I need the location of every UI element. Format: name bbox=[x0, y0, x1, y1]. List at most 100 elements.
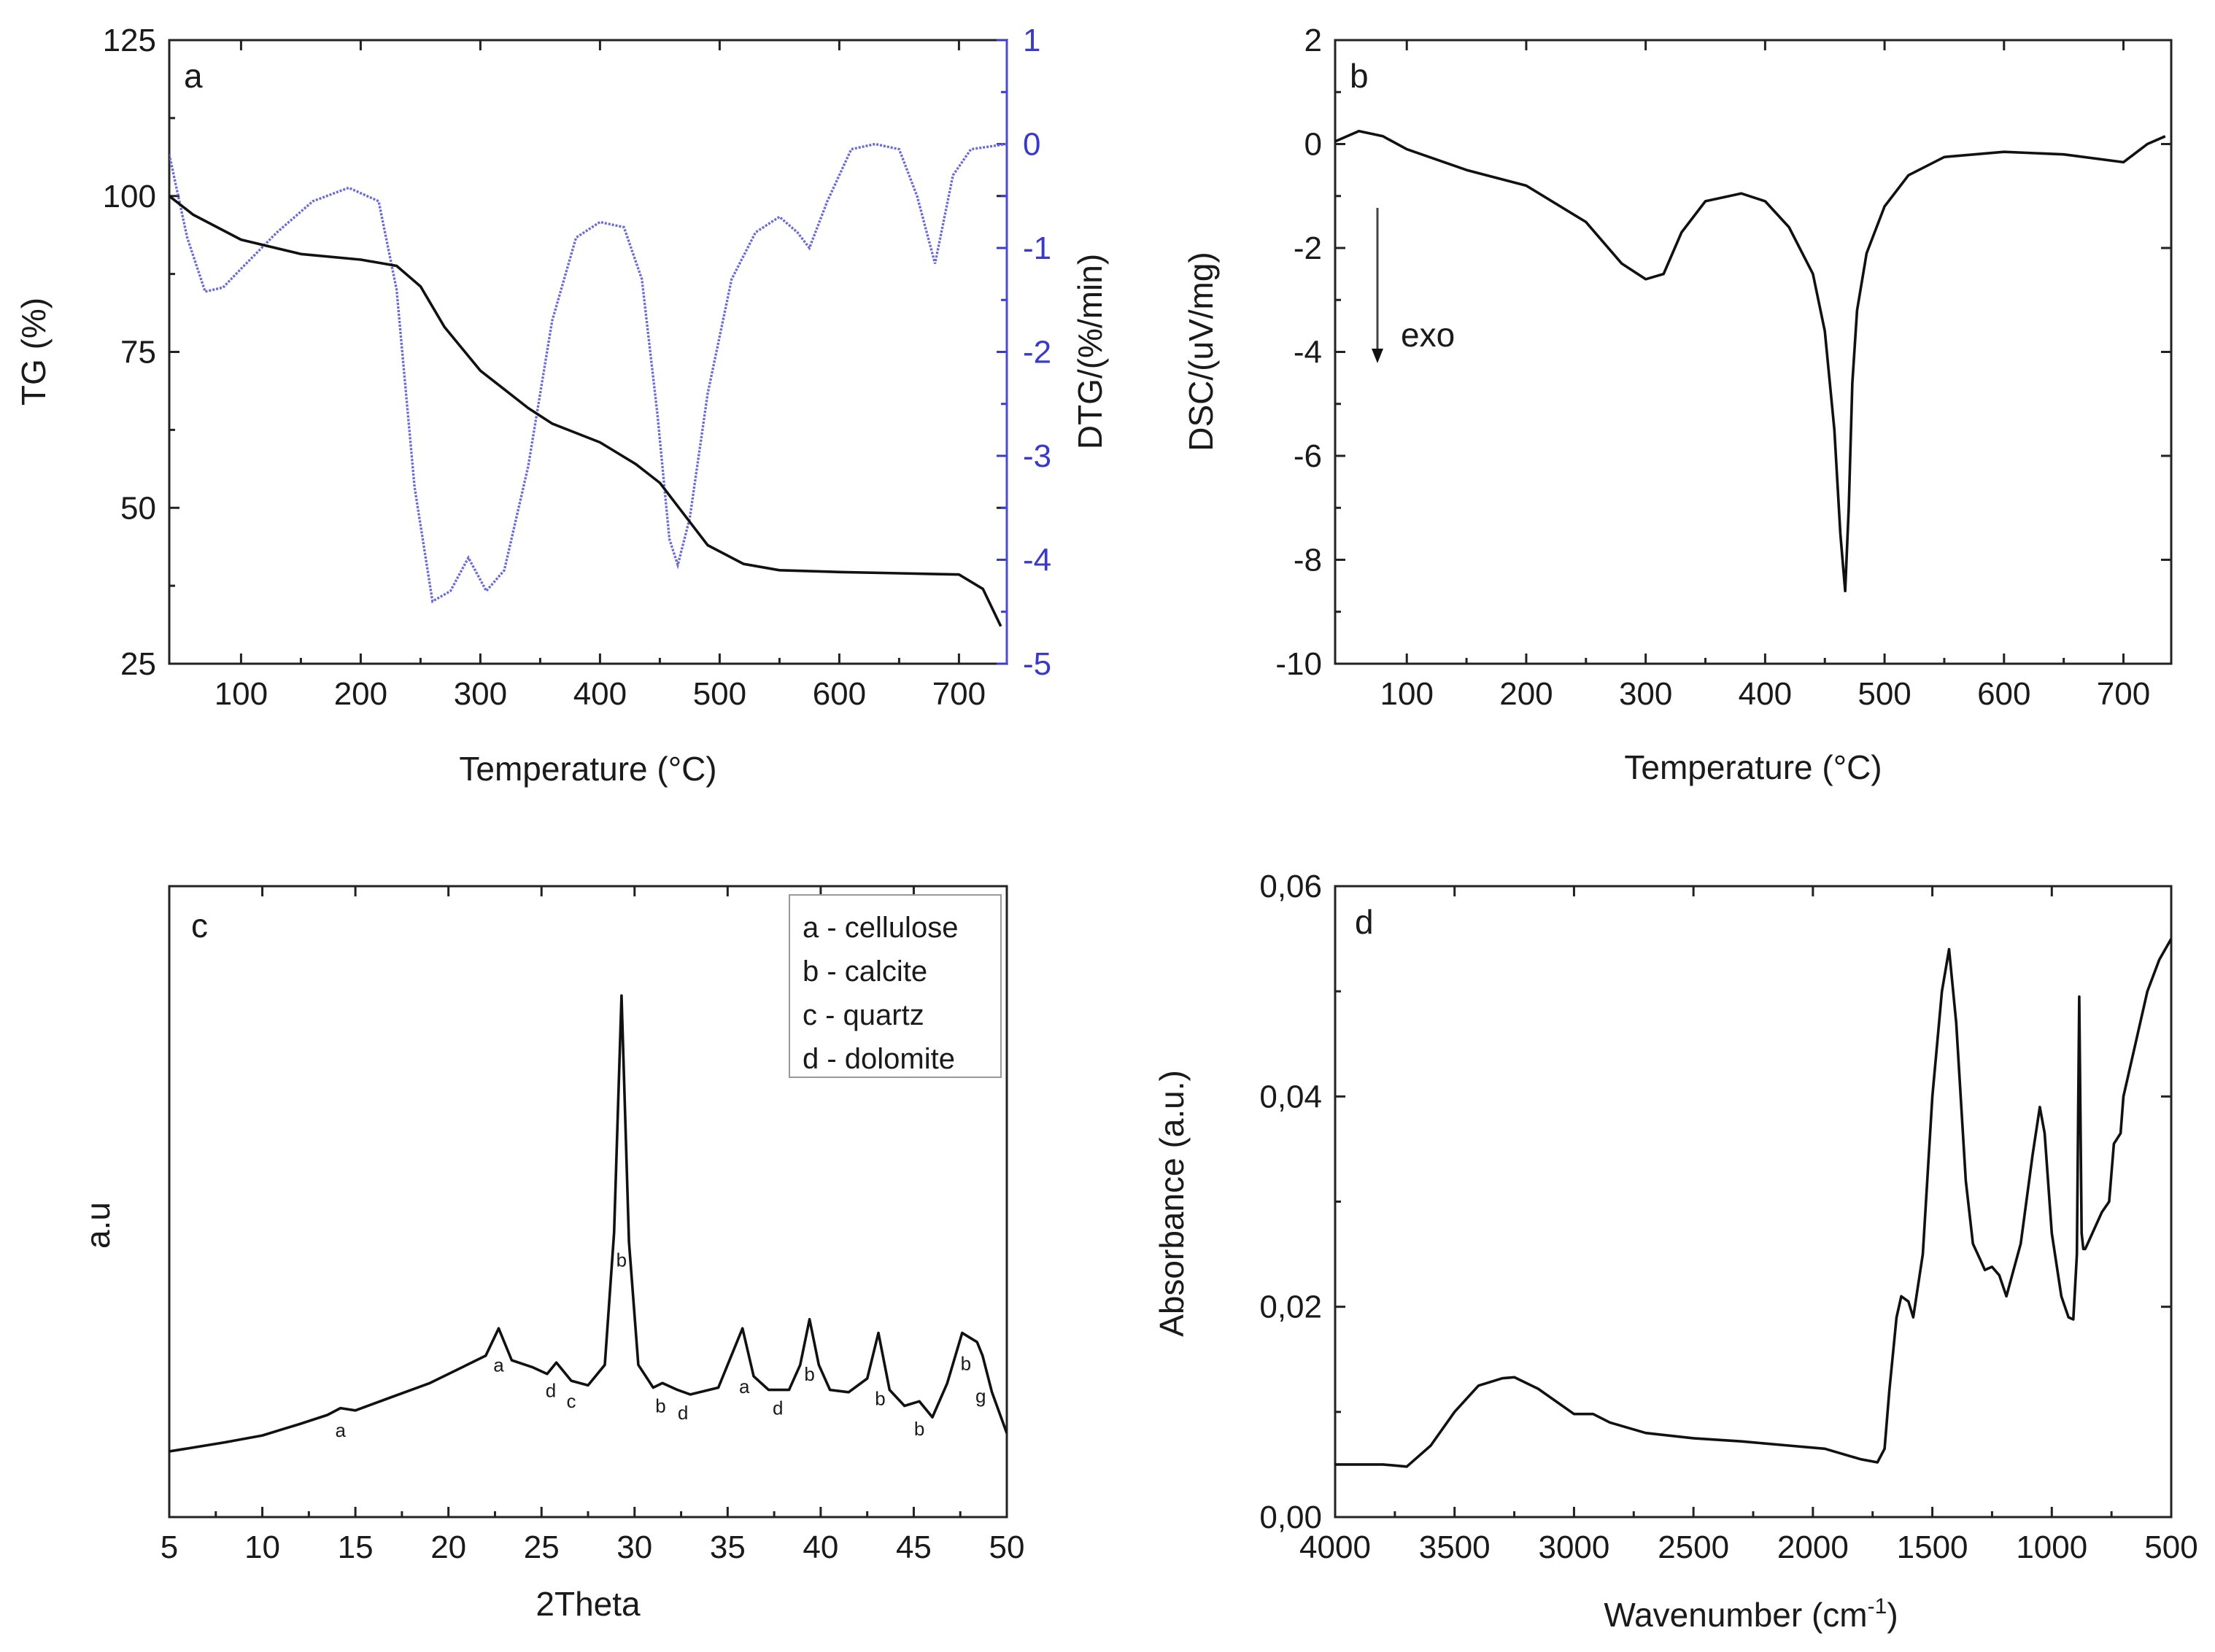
x-tick-label: 50 bbox=[989, 1529, 1025, 1565]
panel-a-frame bbox=[168, 39, 1008, 665]
x-tick-label: 500 bbox=[1858, 676, 1911, 712]
x-tick-label: 100 bbox=[214, 676, 268, 712]
x-tick-label: 200 bbox=[334, 676, 387, 712]
panel-b-label: b bbox=[1350, 57, 1369, 95]
x-tick-label: 1000 bbox=[2016, 1529, 2087, 1565]
x-tick-label: 700 bbox=[2097, 676, 2150, 712]
peak-label: c bbox=[567, 1390, 576, 1412]
panel-b-frame bbox=[1334, 39, 2173, 665]
dtg-line bbox=[169, 142, 1007, 604]
exo-annotation: exo bbox=[1401, 316, 1455, 354]
x-tick-label: 3000 bbox=[1538, 1529, 1609, 1565]
legend-item-dolomite: d - dolomite bbox=[803, 1043, 955, 1075]
x-tick-label: 2500 bbox=[1658, 1529, 1729, 1565]
y-tick-label: 1 bbox=[1023, 23, 1040, 58]
panel-d-ylabel: Absorbance (a.u.) bbox=[1153, 1070, 1191, 1337]
peak-label: d bbox=[773, 1397, 783, 1419]
dsc-line bbox=[1335, 129, 2166, 593]
panel-b-xlabel: Temperature (°C) bbox=[1624, 748, 1882, 786]
x-tick-label: 4000 bbox=[1299, 1529, 1371, 1565]
y-tick-label: 0,02 bbox=[1259, 1290, 1322, 1325]
peak-label: a bbox=[493, 1354, 504, 1376]
x-tick-label: 35 bbox=[710, 1529, 746, 1565]
peak-label: a bbox=[335, 1419, 346, 1441]
x-tick-label: 600 bbox=[813, 676, 866, 712]
panel-a-y2label: DTG/(%/min) bbox=[1071, 254, 1109, 449]
x-tick-label: 500 bbox=[693, 676, 746, 712]
legend-item-calcite: b - calcite bbox=[803, 955, 927, 988]
y-tick-label: 0,06 bbox=[1259, 869, 1322, 904]
peak-label: a bbox=[739, 1376, 750, 1397]
panel-c-label: c bbox=[191, 907, 208, 945]
x-tick-label: 400 bbox=[1739, 676, 1792, 712]
x-tick-label: 10 bbox=[244, 1529, 280, 1565]
peak-label: g bbox=[975, 1385, 986, 1407]
x-tick-label: 300 bbox=[454, 676, 507, 712]
exo-arrow bbox=[1372, 208, 1383, 363]
y-tick-label: 75 bbox=[120, 335, 156, 371]
panel-d-xlabel: Wavenumber (cm-1) bbox=[1604, 1594, 1898, 1634]
y-tick-label: 125 bbox=[103, 23, 156, 58]
y-tick-label: 100 bbox=[103, 179, 156, 214]
panel-b-dsc-chart: b 100 200 300 400 500 600 700 -10 -8 -6 -4 -2 0 2 exo… bbox=[1182, 23, 2173, 786]
x-tick-label: 700 bbox=[932, 676, 986, 712]
panel-c-xlabel: 2Theta bbox=[536, 1585, 641, 1623]
x-tick-label: 500 bbox=[2144, 1529, 2197, 1565]
y-tick-label: -6 bbox=[1294, 438, 1322, 474]
x-tick-label: 20 bbox=[430, 1529, 466, 1565]
y-tick-label: -10 bbox=[1275, 646, 1322, 682]
peak-label: b bbox=[875, 1388, 885, 1410]
peak-label: b bbox=[961, 1353, 971, 1375]
y-tick-label: -8 bbox=[1294, 543, 1322, 578]
panel-a-tg-dtg-chart: a 100 200 300 400 500 600 700 25 50 75 100 125 -5 -4 -… bbox=[15, 23, 1109, 788]
panel-a-ylabel: TG (%) bbox=[15, 298, 53, 406]
panel-d-label: d bbox=[1355, 903, 1374, 941]
panel-c-ylabel: a.u bbox=[79, 1202, 117, 1249]
peak-label: d bbox=[678, 1402, 688, 1424]
x-tick-label: 2000 bbox=[1777, 1529, 1849, 1565]
y-tick-label: 0,04 bbox=[1259, 1079, 1322, 1114]
x-tick-label: 100 bbox=[1380, 676, 1434, 712]
x-tick-label: 15 bbox=[338, 1529, 374, 1565]
x-tick-label: 45 bbox=[896, 1529, 932, 1565]
y-tick-label: -3 bbox=[1023, 438, 1051, 474]
legend-item-quartz: c - quartz bbox=[803, 999, 924, 1031]
peak-label: b bbox=[655, 1395, 665, 1417]
panel-a-label: a bbox=[184, 57, 203, 95]
peak-label: b bbox=[804, 1363, 814, 1385]
x-tick-label: 400 bbox=[573, 676, 627, 712]
x-tick-label: 30 bbox=[616, 1529, 652, 1565]
peak-label: b bbox=[616, 1249, 627, 1271]
x-tick-label: 3500 bbox=[1419, 1529, 1491, 1565]
y-tick-label: 0 bbox=[1023, 127, 1040, 163]
y-tick-label: 25 bbox=[120, 646, 156, 682]
peak-label: d bbox=[546, 1379, 556, 1401]
x-tick-label: 40 bbox=[803, 1529, 838, 1565]
y-tick-label: -2 bbox=[1023, 335, 1051, 371]
peak-label: b bbox=[914, 1418, 924, 1440]
y-tick-label: 50 bbox=[120, 490, 156, 526]
panel-b-ylabel: DSC/(uV/mg) bbox=[1182, 252, 1220, 451]
x-tick-label: 300 bbox=[1619, 676, 1672, 712]
y-tick-label: -4 bbox=[1294, 335, 1322, 371]
y-tick-label: 0,00 bbox=[1259, 1500, 1322, 1535]
panel-d-frame bbox=[1334, 885, 2173, 1519]
xrd-line bbox=[169, 994, 1007, 1453]
x-tick-label: 25 bbox=[524, 1529, 560, 1565]
y-tick-label: -1 bbox=[1023, 230, 1051, 266]
ftir-line bbox=[1335, 938, 2171, 1468]
y-tick-label: 2 bbox=[1304, 23, 1322, 58]
x-tick-label: 200 bbox=[1499, 676, 1553, 712]
panel-a-xlabel: Temperature (°C) bbox=[459, 750, 716, 788]
y-tick-label: -4 bbox=[1023, 543, 1051, 578]
y-tick-label: -2 bbox=[1294, 230, 1322, 266]
x-tick-label: 1500 bbox=[1897, 1529, 1968, 1565]
panel-d-ftir-chart: d 4000 3500 3000 2500 2000 1500 1000 500 0,00 0,0… bbox=[1153, 869, 2198, 1634]
legend: a - cellulose b - calcite c - quartz d -… bbox=[789, 894, 1002, 1078]
tg-line bbox=[169, 195, 1002, 627]
y-tick-label: -5 bbox=[1023, 646, 1051, 682]
legend-item-cellulose: a - cellulose bbox=[803, 912, 958, 944]
x-tick-label: 600 bbox=[1977, 676, 2030, 712]
